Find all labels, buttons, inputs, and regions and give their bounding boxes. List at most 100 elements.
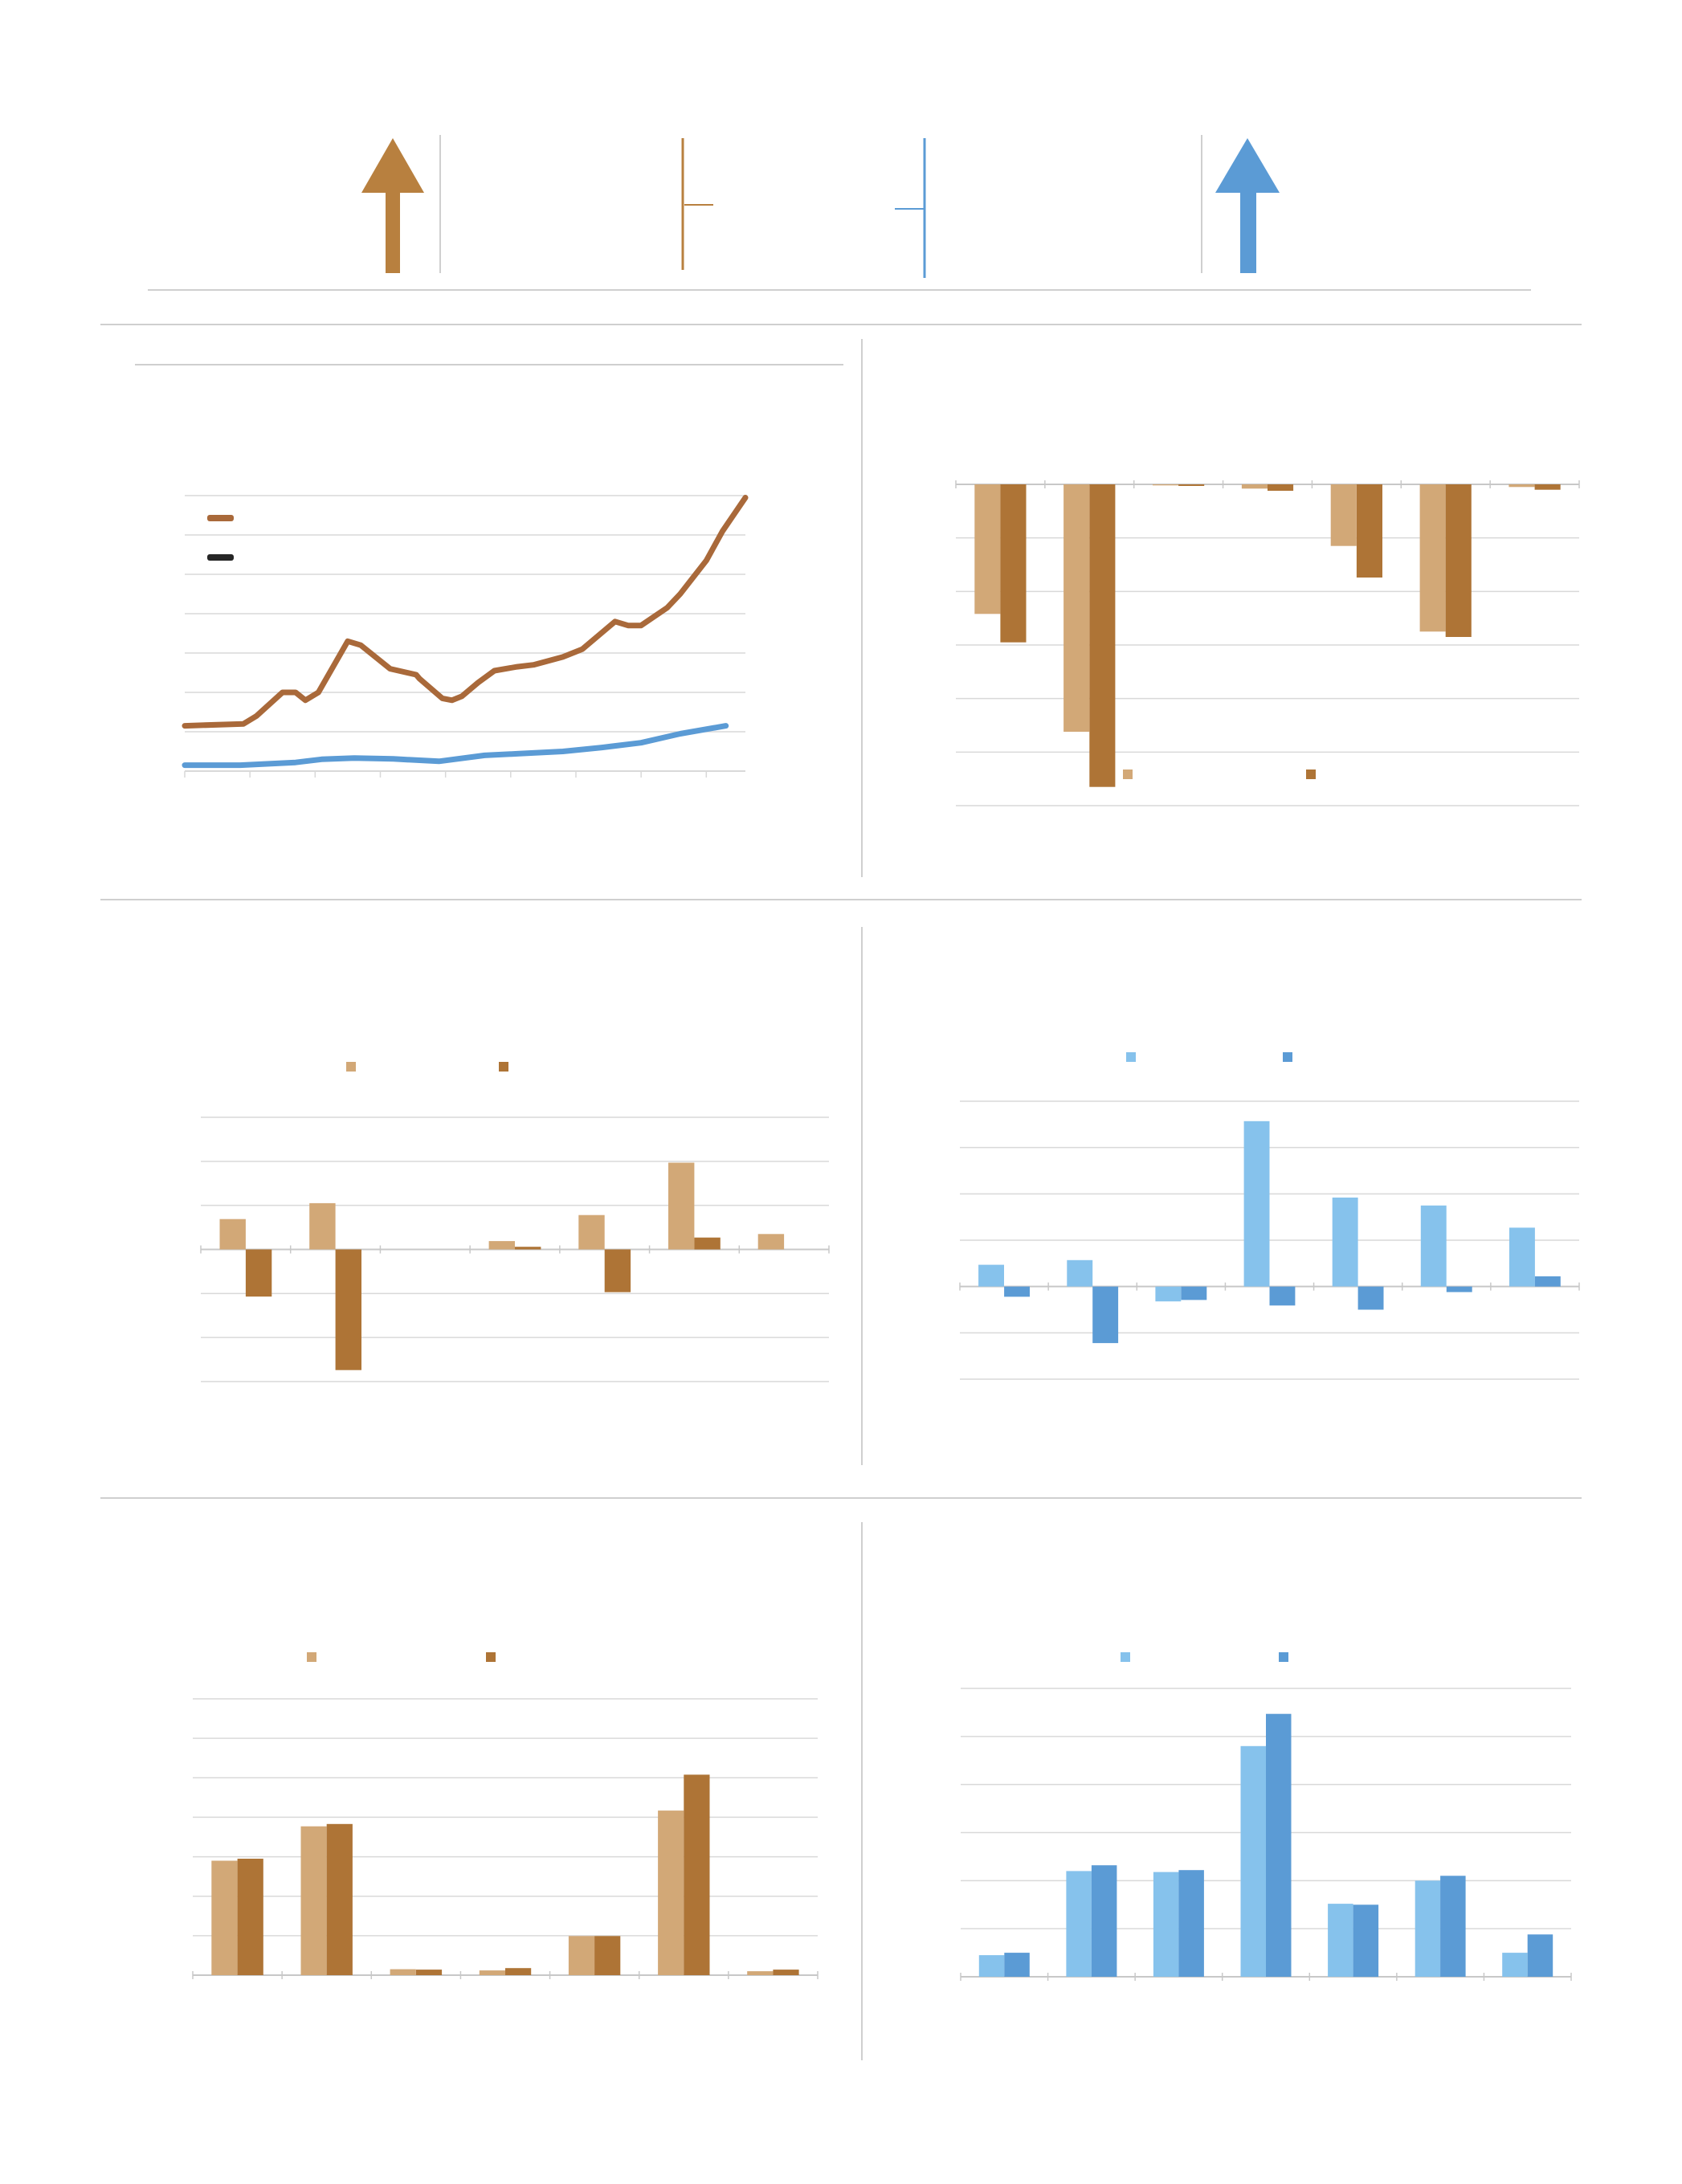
bar-s2-c6 <box>1446 1286 1472 1292</box>
bar-chart-bottom-right <box>960 1652 1572 1981</box>
bar-s1-c3 <box>1153 1872 1179 1977</box>
bar-s2-c1 <box>245 1249 272 1297</box>
bar-s1-c1 <box>978 1955 1005 1977</box>
chart-title-rule <box>135 364 843 365</box>
bar-s1-c1 <box>974 484 1001 614</box>
legend-swatch-2 <box>1306 770 1316 779</box>
bar-s2-c7 <box>773 1970 799 1975</box>
bar-s2-c1 <box>1004 1286 1030 1297</box>
bar-s1-c4 <box>479 1970 505 1975</box>
line-chart <box>182 495 749 778</box>
bar-s1-c3 <box>1153 484 1179 486</box>
bar-s1-c6 <box>1420 1205 1447 1287</box>
bar-s2-c5 <box>594 1936 621 1975</box>
bar-s2-c7 <box>1527 1934 1553 1977</box>
legend-swatch-2 <box>1283 1052 1292 1062</box>
bar-s1-c2 <box>300 1826 327 1975</box>
bar-s2-c7 <box>1534 484 1561 490</box>
bar-s1-c1 <box>211 1860 238 1975</box>
bar-s2-c6 <box>684 1774 710 1975</box>
bar-s1-c7 <box>1509 1227 1535 1287</box>
section-divider-3 <box>100 1497 1582 1499</box>
bar-s1-c4 <box>1241 484 1268 489</box>
legend-swatch-2 <box>207 554 234 561</box>
bar-s2-c2 <box>326 1823 353 1975</box>
column-divider-2 <box>861 927 863 1465</box>
bar-s1-c2 <box>309 1202 336 1250</box>
legend-swatch-1 <box>1121 1652 1130 1662</box>
bar-s2-c3 <box>415 1970 443 1975</box>
bar-s2-c4 <box>515 1247 541 1250</box>
legend-swatch-1 <box>207 515 234 521</box>
bar-s1-c5 <box>568 1936 595 1975</box>
bar-s2-c6 <box>1445 484 1472 637</box>
bar-chart-bottom-left <box>192 1652 819 1979</box>
bar-s2-c6 <box>1440 1876 1466 1977</box>
bar-s2-c1 <box>1000 484 1027 643</box>
bar-chart-middle-left <box>200 1062 830 1382</box>
bar-s1-c2 <box>1063 484 1090 732</box>
section-divider-2 <box>100 899 1582 900</box>
bar-s1-c5 <box>1332 1197 1358 1287</box>
bar-s2-c4 <box>505 1968 532 1975</box>
bar-s2-c4 <box>1268 484 1294 491</box>
bar-s1-c3 <box>1155 1286 1182 1302</box>
bar-s2-c4 <box>1269 1286 1296 1306</box>
bar-s1-c7 <box>757 1234 785 1250</box>
bar-s1-c4 <box>488 1241 515 1250</box>
bar-s1-c7 <box>747 1971 774 1975</box>
bar-s1-c4 <box>1240 1745 1266 1977</box>
bar-s2-c5 <box>1357 1286 1384 1310</box>
bar-s2-c5 <box>1356 484 1382 578</box>
bar-s2-c3 <box>1178 484 1205 486</box>
header-rule <box>148 289 1531 291</box>
bar-chart-top-right <box>955 480 1580 806</box>
bar-s2-c2 <box>1089 484 1116 787</box>
bar-s1-c5 <box>1330 484 1357 546</box>
bar-s1-c7 <box>1508 484 1535 488</box>
legend-swatch-2 <box>1279 1652 1288 1662</box>
bar-s1-c4 <box>1243 1121 1270 1287</box>
bar-s2-c7 <box>1534 1276 1561 1287</box>
series-line-2 <box>182 723 729 769</box>
bar-s1-c3 <box>390 1969 416 1975</box>
legend-swatch-1 <box>1123 770 1133 779</box>
bar-s2-c2 <box>335 1249 361 1370</box>
bar-s1-c6 <box>1415 1880 1441 1977</box>
bar-s1-c7 <box>1502 1953 1528 1977</box>
bar-s1-c5 <box>578 1214 605 1250</box>
bar-s2-c2 <box>1092 1286 1119 1344</box>
bar-s2-c5 <box>1353 1904 1379 1978</box>
legend-swatch-2 <box>486 1652 496 1662</box>
section-divider-1 <box>100 324 1582 325</box>
range-marker-icon <box>681 138 713 270</box>
bar-chart-middle-right <box>959 1052 1580 1380</box>
bar-s2-c6 <box>694 1237 721 1250</box>
bar-s2-c3 <box>1178 1870 1204 1977</box>
up-arrow-icon <box>1215 138 1280 273</box>
bar-s1-c6 <box>1419 484 1446 632</box>
legend-swatch-1 <box>346 1062 356 1072</box>
series-line-1 <box>182 495 749 729</box>
legend-swatch-2 <box>499 1062 508 1072</box>
bar-s1-c2 <box>1066 1871 1092 1977</box>
up-arrow-icon <box>361 138 424 273</box>
bar-s1-c5 <box>1328 1904 1353 1977</box>
bar-s2-c4 <box>1266 1713 1292 1977</box>
bar-s2-c3 <box>1181 1286 1207 1300</box>
bar-s2-c5 <box>604 1249 631 1292</box>
legend-swatch-1 <box>307 1652 316 1662</box>
bar-s2-c2 <box>1091 1865 1117 1977</box>
range-marker-icon <box>895 138 926 278</box>
bar-s1-c2 <box>1067 1259 1093 1287</box>
bar-s1-c1 <box>978 1264 1004 1287</box>
bar-s1-c6 <box>658 1810 684 1975</box>
column-divider-1 <box>861 339 863 877</box>
column-divider-3 <box>861 1522 863 2060</box>
bar-s1-c1 <box>219 1219 246 1250</box>
bar-s1-c6 <box>668 1162 695 1250</box>
legend-swatch-1 <box>1126 1052 1136 1062</box>
bar-s2-c1 <box>237 1859 263 1975</box>
